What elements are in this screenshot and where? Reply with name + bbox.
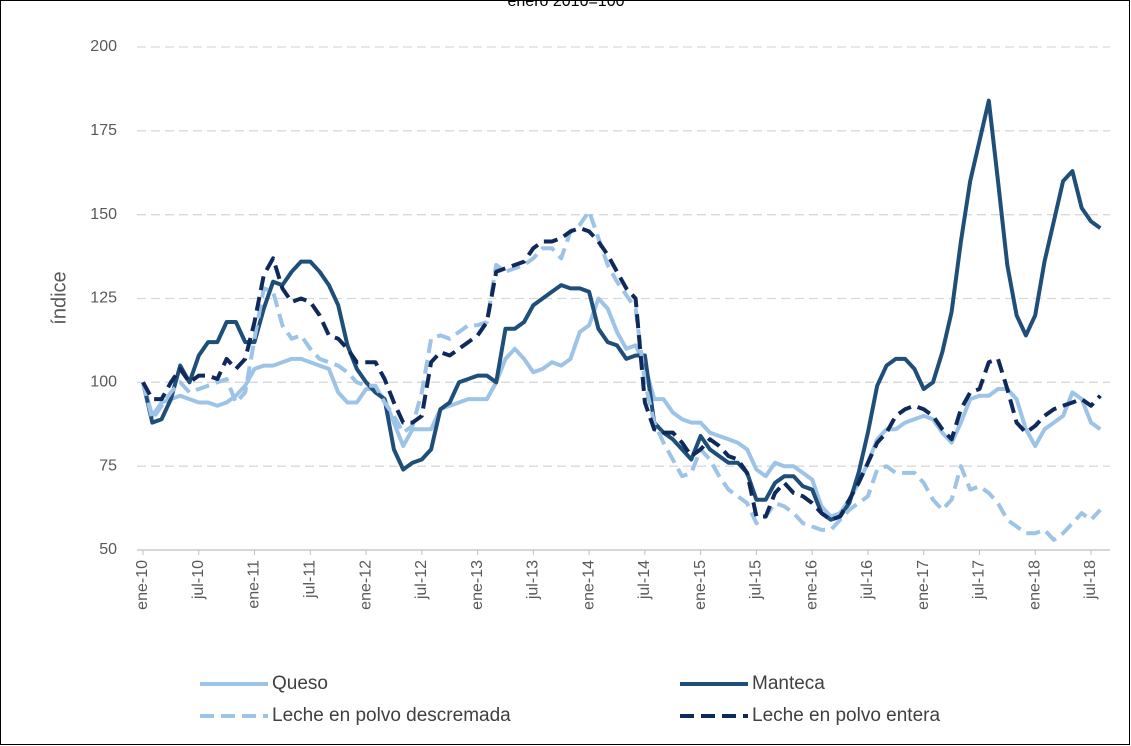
x-tick-label: ene-18 <box>1026 560 1043 610</box>
x-tick-label: jul-18 <box>1082 560 1099 600</box>
x-tick-label: ene-16 <box>803 560 820 610</box>
y-tick-label: 125 <box>90 290 117 307</box>
x-tick-label: ene-15 <box>692 560 709 610</box>
x-tick-label: ene-13 <box>469 560 486 610</box>
legend-label: Manteca <box>752 673 825 694</box>
x-tick-label: jul-12 <box>413 560 430 600</box>
x-tick-label: jul-17 <box>971 560 988 600</box>
y-tick-label: 200 <box>90 38 117 55</box>
y-tick-label: 175 <box>90 122 117 139</box>
y-tick-label: 150 <box>90 206 117 223</box>
x-tick-label: ene-11 <box>246 560 263 609</box>
chart-subtitle: enero 2010=100 <box>508 0 625 10</box>
series-line <box>141 226 1102 522</box>
x-tick-label: jul-16 <box>859 560 876 600</box>
x-tick-label: ene-10 <box>134 560 151 610</box>
x-tick-label: jul-14 <box>636 560 653 600</box>
x-tick-label: ene-12 <box>357 560 374 610</box>
legend-label: Queso <box>272 673 328 694</box>
x-tick-label: ene-14 <box>580 560 597 610</box>
legend-label: Leche en polvo descremada <box>272 705 511 726</box>
x-tick-label: jul-15 <box>748 560 765 600</box>
x-tick-label: jul-11 <box>302 560 319 599</box>
legend-label: Leche en polvo entera <box>752 705 940 726</box>
series-line <box>141 98 1102 522</box>
y-tick-label: 75 <box>99 457 117 474</box>
x-tick-label: jul-10 <box>190 560 207 600</box>
y-tick-label: 100 <box>90 374 117 391</box>
y-tick-label: 50 <box>99 541 117 558</box>
x-tick-label: ene-17 <box>915 560 932 610</box>
y-axis-label: índice <box>48 271 70 324</box>
x-tick-label: jul-13 <box>525 560 542 600</box>
